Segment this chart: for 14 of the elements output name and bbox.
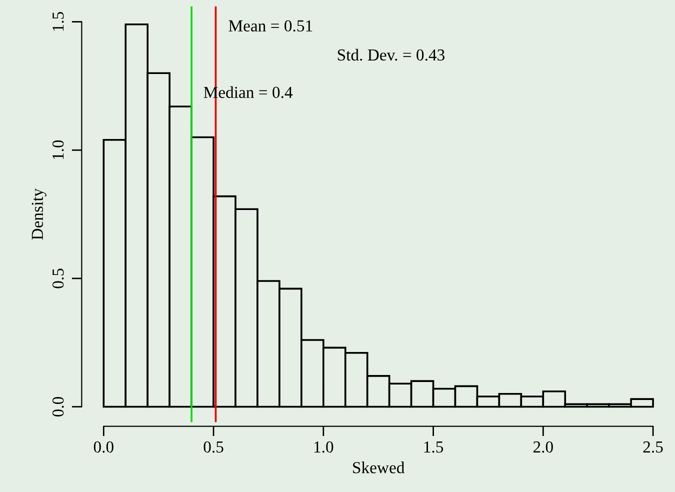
x-tick-label: 2.5 — [643, 441, 663, 453]
annotation: Mean = 0.51 — [228, 20, 312, 32]
y-axis-title: Density — [32, 188, 46, 240]
x-tick-label: 2.0 — [533, 441, 553, 453]
x-axis-title: Skewed — [353, 462, 405, 474]
x-tick-label: 1.5 — [424, 441, 444, 453]
y-tick-label: 1.5 — [52, 12, 64, 31]
y-tick-label: 0.0 — [52, 396, 64, 417]
x-tick-label: 1.0 — [314, 441, 334, 453]
y-tick-label: 0.5 — [52, 268, 64, 288]
y-tick-label: 1.0 — [52, 140, 64, 160]
x-tick-label: 0.0 — [94, 441, 114, 453]
x-tick-label: 0.5 — [204, 441, 224, 453]
annotation: Std. Dev. = 0.43 — [338, 48, 444, 61]
